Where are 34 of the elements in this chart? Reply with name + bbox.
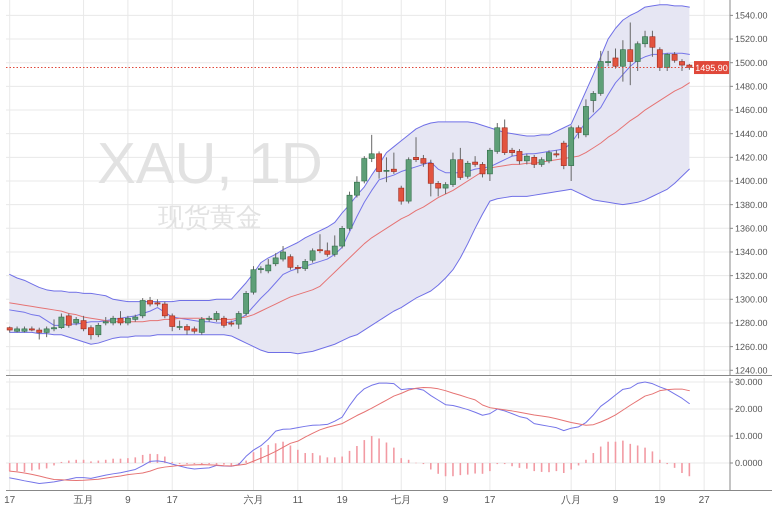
x-tick-label: 七月 <box>391 494 412 506</box>
y-tick-label: 1480.00 <box>735 82 768 92</box>
y-tick-label: 1540.00 <box>735 10 768 21</box>
y-tick-label: 30.000 <box>735 377 763 388</box>
x-tick-label: 19 <box>336 495 348 506</box>
y-tick-label: 0.0000 <box>735 458 763 468</box>
y-tick-label: 1340.00 <box>735 247 768 258</box>
x-tick-label: 27 <box>698 495 710 506</box>
x-tick-label: 9 <box>442 495 449 506</box>
y-tick-label: 1420.00 <box>735 152 768 163</box>
y-tick-label: 20.000 <box>735 404 763 414</box>
y-tick-label: 1240.00 <box>735 365 768 376</box>
x-tick-label: 19 <box>654 495 666 506</box>
x-tick-label: 9 <box>612 495 619 506</box>
y-tick-label: 1300.00 <box>735 294 768 304</box>
y-tick-label: 1320.00 <box>735 270 768 281</box>
y-tick-label: 1440.00 <box>735 128 768 139</box>
x-tick-label: 17 <box>4 495 16 506</box>
y-tick-label: 10.000 <box>735 431 763 442</box>
x-tick-label: 五月 <box>74 495 94 506</box>
y-tick-label: 1520.00 <box>735 34 768 44</box>
y-tick-label: 1400.00 <box>735 176 768 186</box>
y-tick-label: 1500.00 <box>735 58 768 68</box>
y-tick-label: 1260.00 <box>735 342 768 352</box>
y-tick-label: 1380.00 <box>735 200 768 210</box>
x-tick-label: 9 <box>125 495 132 506</box>
y-tick-label: 1280.00 <box>735 318 768 328</box>
y-tick-label: 1460.00 <box>735 105 768 116</box>
y-tick-label: 1360.00 <box>735 224 768 234</box>
x-tick-label: 11 <box>292 495 304 506</box>
x-tick-label: 17 <box>166 495 178 506</box>
x-tick-label: 17 <box>484 495 496 506</box>
x-tick-label: 八月 <box>561 495 582 506</box>
x-tick-label: 六月 <box>243 494 264 506</box>
